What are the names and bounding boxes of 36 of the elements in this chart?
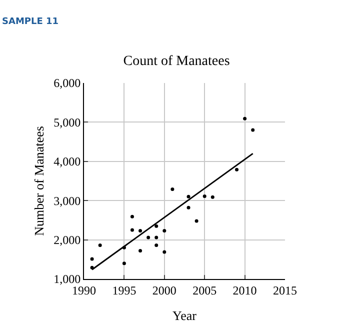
point (154, 244, 158, 248)
y-tick-label: 6,000 (54, 76, 81, 90)
y-tick-label: 4,000 (54, 154, 81, 169)
point (202, 194, 206, 198)
x-tick-label: 2005 (192, 283, 217, 298)
point (186, 206, 190, 210)
point (251, 128, 255, 132)
point (122, 262, 126, 266)
y-axis-title: Number of Manatees (32, 126, 47, 236)
point (186, 194, 190, 198)
x-tick-label: 2000 (152, 283, 176, 298)
chart-title: Count of Manatees (123, 54, 230, 69)
point (90, 257, 94, 261)
y-tick-label: 5,000 (54, 115, 81, 130)
x-axis-title: Year (172, 308, 198, 323)
point (146, 236, 150, 240)
point (170, 187, 174, 191)
point (138, 249, 142, 253)
point (130, 214, 134, 218)
point (162, 229, 166, 233)
x-tick-label: 2015 (273, 283, 297, 298)
point (243, 116, 247, 120)
point (98, 244, 102, 248)
y-tick-label: 3,000 (54, 194, 81, 208)
text: SAMPLE 11 (2, 17, 59, 27)
point (154, 224, 158, 228)
x-tick-label: 1995 (112, 283, 136, 298)
y-tick-label: 2,000 (54, 233, 81, 247)
point (162, 250, 166, 254)
point (130, 228, 134, 232)
point (210, 195, 214, 199)
point (235, 168, 239, 172)
point (194, 219, 198, 223)
point (154, 236, 158, 240)
x-tick-label: 2010 (232, 283, 257, 298)
point (138, 229, 142, 233)
